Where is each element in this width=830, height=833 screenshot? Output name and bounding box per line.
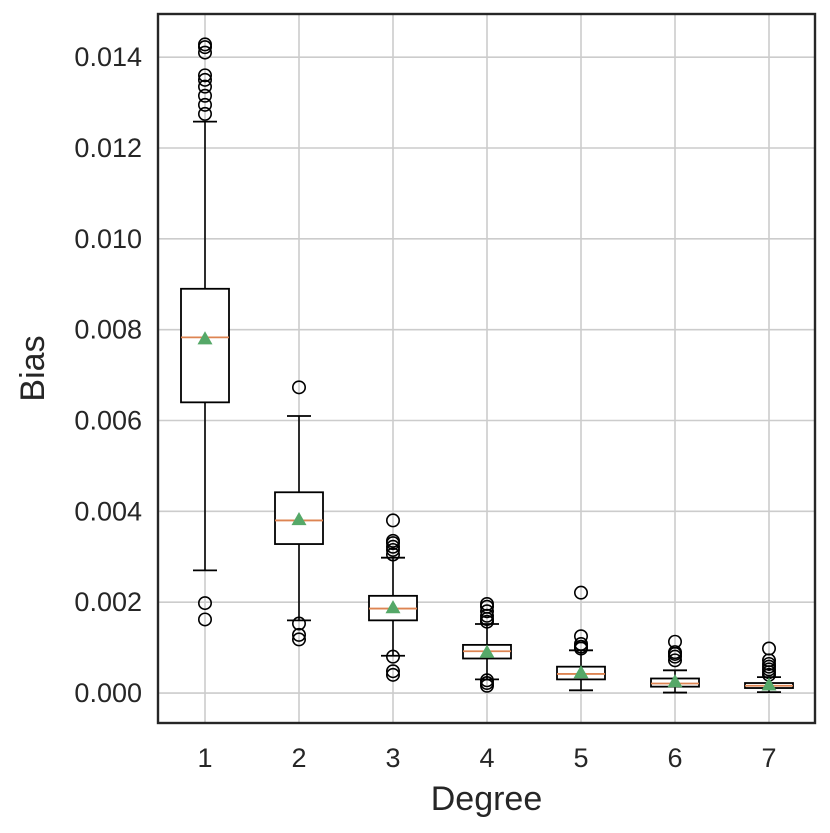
outlier-point [198, 45, 213, 60]
outlier-point [385, 513, 400, 528]
outlier-point [291, 380, 306, 395]
y-tick-label: 0.008 [74, 315, 142, 345]
outlier-point [761, 656, 776, 671]
outlier-point [573, 636, 588, 651]
x-tick-labels: 1 2 3 4 5 6 7 [197, 743, 776, 773]
outlier-point [291, 632, 306, 647]
outlier-point [667, 645, 682, 660]
mean-marker [197, 331, 213, 345]
y-tick-label: 0.010 [74, 224, 142, 254]
mean-marker [761, 677, 777, 691]
outlier-point [479, 597, 494, 612]
box-iqr [180, 287, 230, 404]
y-tick-label: 0.000 [74, 678, 142, 708]
outlier-point [385, 539, 400, 554]
x-tick-label: 1 [197, 743, 212, 773]
outlier-point [385, 664, 400, 679]
outlier-point [479, 673, 494, 688]
x-tick-label: 3 [385, 743, 400, 773]
box-group [462, 597, 512, 693]
outlier-point [198, 612, 213, 627]
x-axis-label: Degree [431, 780, 543, 818]
outlier-point [291, 627, 306, 642]
outlier-point [198, 596, 213, 611]
outlier-point [385, 533, 400, 548]
box-group [368, 513, 418, 682]
outlier-point [198, 37, 213, 52]
x-tick-label: 4 [479, 743, 494, 773]
y-axis-label: Bias [14, 335, 52, 401]
y-tick-label: 0.012 [74, 133, 142, 163]
outlier-point [198, 97, 213, 112]
outlier-point [198, 68, 213, 83]
box-group [180, 37, 230, 627]
outlier-point [198, 106, 213, 121]
mean-marker [667, 674, 683, 688]
outlier-point [573, 585, 588, 600]
outlier-point [198, 72, 213, 87]
outlier-point [385, 649, 400, 664]
y-tick-label: 0.006 [74, 406, 142, 436]
mean-marker [479, 644, 495, 658]
mean-marker [385, 600, 401, 614]
outlier-point [573, 629, 588, 644]
box-group [744, 641, 794, 694]
mean-marker [291, 512, 307, 526]
y-tick-labels: 0.000 0.002 0.004 0.006 0.008 0.010 0.012 0.014 [74, 42, 142, 708]
outlier-point [667, 634, 682, 649]
x-tick-label: 2 [291, 743, 306, 773]
box-group [650, 634, 700, 694]
outlier-point [198, 88, 213, 103]
grid-lines [158, 14, 815, 723]
box-group [274, 380, 324, 647]
outlier-point [385, 667, 400, 682]
mean-marker [573, 665, 589, 679]
x-tick-label: 6 [667, 743, 682, 773]
y-tick-label: 0.014 [74, 42, 142, 72]
plot-frame [156, 12, 817, 725]
outlier-point [291, 616, 306, 631]
outlier-point [479, 604, 494, 619]
box-series [180, 37, 794, 694]
x-tick-label: 7 [761, 743, 776, 773]
outlier-point [385, 547, 400, 562]
y-tick-label: 0.004 [74, 496, 142, 526]
box-group [556, 585, 606, 692]
y-tick-label: 0.002 [74, 587, 142, 617]
outlier-point [761, 641, 776, 656]
outlier-point [667, 653, 682, 668]
outlier-point [198, 79, 213, 94]
x-tick-label: 5 [573, 743, 588, 773]
